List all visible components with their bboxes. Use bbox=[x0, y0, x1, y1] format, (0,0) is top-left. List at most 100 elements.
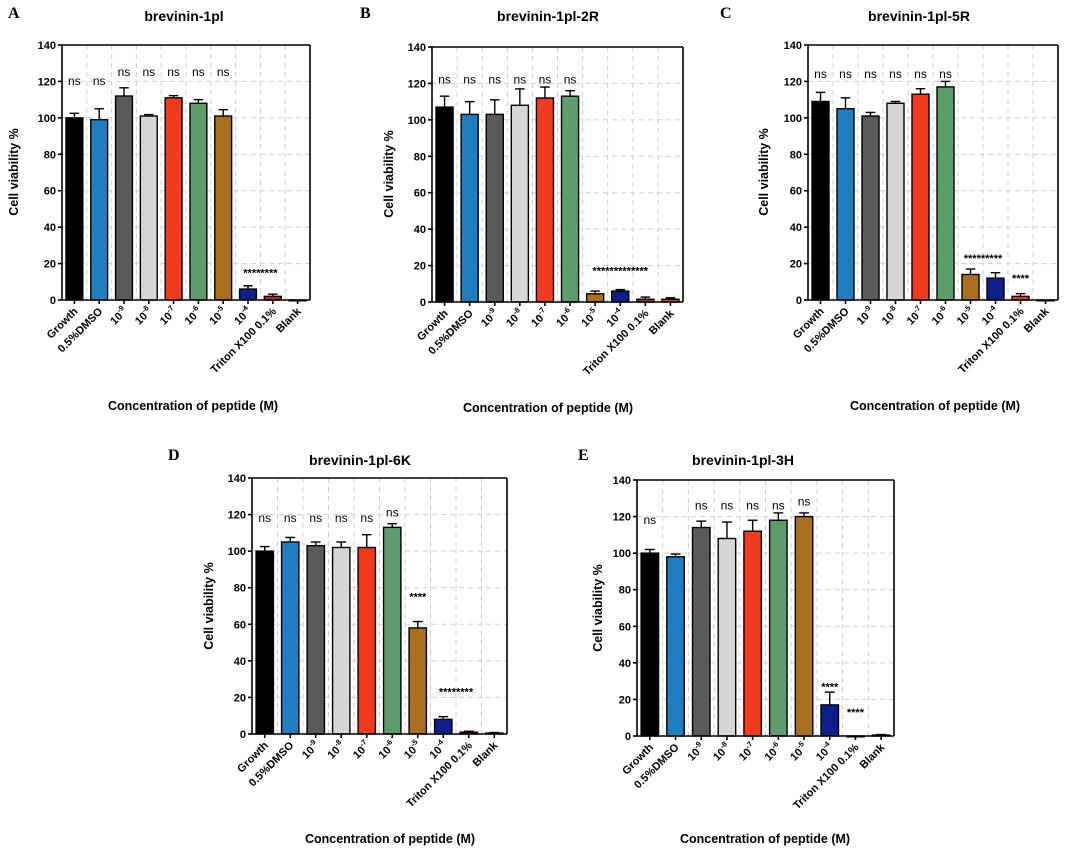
x-tick-label: 10-9 bbox=[683, 740, 707, 764]
bar bbox=[911, 93, 930, 301]
y-tick-label: 40 bbox=[234, 656, 246, 668]
x-tick-label-exponent: -9 bbox=[861, 304, 872, 315]
x-tick-label-base: 10 bbox=[980, 310, 997, 327]
x-tick-label-base: 10 bbox=[686, 746, 703, 763]
y-tick-label: 100 bbox=[784, 113, 802, 125]
x-tick-label: 10-4 bbox=[978, 303, 1003, 328]
x-tick-label-base: 10 bbox=[504, 312, 521, 329]
x-tick-label-base: 10 bbox=[479, 312, 496, 329]
x-tick-label: 10-6 bbox=[181, 304, 205, 328]
x-tick-label: 10-6 bbox=[928, 304, 952, 328]
x-tick-label-base: 10 bbox=[402, 744, 419, 761]
x-tick-label-exponent: -7 bbox=[358, 738, 369, 749]
bar bbox=[811, 100, 830, 301]
x-tick-label-exponent: -5 bbox=[214, 304, 225, 315]
y-tick-label: 20 bbox=[414, 261, 426, 273]
significance-ns: ns bbox=[438, 72, 451, 86]
y-tick-label: 60 bbox=[414, 188, 426, 200]
bar bbox=[331, 546, 351, 735]
bar bbox=[357, 546, 377, 735]
bar bbox=[408, 627, 428, 735]
x-tick-label-base: 10 bbox=[158, 310, 175, 327]
significance-ns: ns bbox=[93, 74, 106, 88]
y-tick-label: 40 bbox=[790, 222, 802, 234]
x-tick-label-exponent: -4 bbox=[434, 737, 446, 749]
significance-stars: **** bbox=[1012, 273, 1030, 285]
y-axis-title: Cell viability % bbox=[202, 562, 216, 650]
bar bbox=[306, 544, 326, 735]
y-tick-label: 60 bbox=[790, 186, 802, 198]
x-tick-label-exponent: -6 bbox=[936, 304, 947, 315]
y-tick-label: 140 bbox=[38, 40, 56, 52]
x-tick-label-base: 10 bbox=[788, 746, 805, 763]
panel-letter: A bbox=[8, 5, 20, 22]
significance-ns: ns bbox=[914, 67, 927, 81]
significance-stars: **** bbox=[409, 592, 427, 604]
x-tick-label-base: 10 bbox=[133, 310, 150, 327]
y-tick-label: 0 bbox=[240, 729, 246, 741]
x-tick-label-exponent: -8 bbox=[511, 306, 522, 317]
x-tick-label-base: 10 bbox=[351, 744, 368, 761]
x-tick-label: 10-9 bbox=[477, 306, 501, 330]
x-tick-label-exponent: -4 bbox=[986, 303, 998, 315]
x-tick-label: Blank bbox=[471, 739, 501, 769]
x-tick-label-exponent: -6 bbox=[383, 738, 394, 749]
x-tick-label: 10-4 bbox=[602, 305, 627, 330]
y-tick-label: 120 bbox=[408, 78, 426, 90]
x-tick-label-base: 10 bbox=[711, 746, 728, 763]
significance-ns: ns bbox=[864, 67, 877, 81]
significance-ns: ns bbox=[335, 511, 348, 525]
x-tick-label: Blank bbox=[1022, 305, 1052, 335]
x-tick-label-base: 10 bbox=[955, 310, 972, 327]
x-tick-label-base: 10 bbox=[183, 310, 200, 327]
bar bbox=[861, 115, 880, 301]
x-tick-label: 10-6 bbox=[374, 738, 398, 762]
x-tick-label: Blank bbox=[647, 307, 677, 337]
significance-ns: ns bbox=[644, 513, 657, 527]
x-tick-label: 10-7 bbox=[735, 740, 759, 764]
x-tick-label: 10-8 bbox=[709, 740, 733, 764]
significance-ns: ns bbox=[142, 65, 155, 79]
y-axis-title: Cell viability % bbox=[382, 130, 396, 218]
x-tick-label-base: 10 bbox=[763, 746, 780, 763]
x-axis-title: Concentration of peptide (M) bbox=[108, 399, 278, 413]
significance-ns: ns bbox=[564, 72, 577, 86]
significance-ns: ns bbox=[167, 65, 180, 79]
bar bbox=[189, 102, 208, 301]
x-tick-label-exponent: -6 bbox=[561, 306, 572, 317]
bar bbox=[611, 290, 630, 303]
x-tick-label-exponent: -8 bbox=[718, 740, 729, 751]
x-tick-label-exponent: -4 bbox=[611, 305, 623, 317]
significance-ns: ns bbox=[118, 65, 131, 79]
y-axis-title: Cell viability % bbox=[757, 128, 771, 216]
x-tick-label-base: 10 bbox=[232, 310, 249, 327]
x-tick-label-base: Blank bbox=[1022, 305, 1052, 335]
significance-stars: ******** bbox=[243, 267, 278, 279]
bar bbox=[164, 97, 183, 301]
bar bbox=[743, 530, 763, 737]
bar bbox=[139, 115, 158, 301]
x-tick-label-exponent: -4 bbox=[821, 739, 833, 751]
significance-stars: **** bbox=[847, 707, 865, 719]
bar bbox=[280, 541, 300, 735]
bar bbox=[255, 550, 275, 735]
panel-letter: D bbox=[168, 447, 180, 464]
significance-ns: ns bbox=[309, 511, 322, 525]
y-tick-label: 40 bbox=[414, 224, 426, 236]
chart-title: brevinin-1pl-6K bbox=[309, 452, 411, 468]
x-tick-label: 10-7 bbox=[903, 304, 927, 328]
x-tick-label-base: Blank bbox=[858, 741, 888, 771]
significance-ns: ns bbox=[839, 67, 852, 81]
x-tick-label: 10-8 bbox=[502, 306, 526, 330]
x-tick-label: 10-6 bbox=[552, 306, 576, 330]
x-tick-label: 10-8 bbox=[878, 304, 902, 328]
x-tick-label-exponent: -7 bbox=[164, 304, 175, 315]
significance-ns: ns bbox=[889, 67, 902, 81]
x-tick-label-exponent: -5 bbox=[409, 738, 420, 749]
x-tick-label-base: 10 bbox=[428, 744, 445, 761]
x-tick-label-base: 10 bbox=[326, 744, 343, 761]
y-tick-label: 100 bbox=[228, 546, 246, 558]
x-tick-label: 10-4 bbox=[812, 739, 837, 764]
